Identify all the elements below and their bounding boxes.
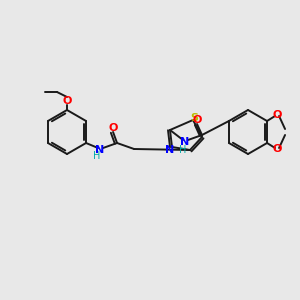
Text: H: H: [93, 151, 101, 161]
Text: O: O: [108, 123, 118, 133]
Text: N: N: [165, 145, 175, 155]
Text: S: S: [190, 113, 198, 123]
Text: N: N: [180, 137, 190, 147]
Text: H: H: [179, 145, 187, 155]
Text: O: O: [272, 144, 282, 154]
Text: O: O: [62, 96, 72, 106]
Text: N: N: [95, 145, 105, 155]
Text: O: O: [192, 115, 202, 125]
Text: O: O: [272, 110, 282, 120]
